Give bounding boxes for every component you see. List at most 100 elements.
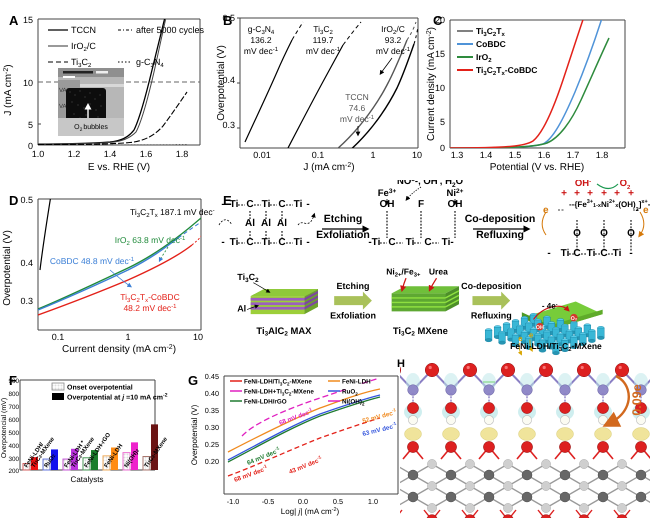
- svg-text:Ni2+: Ni2+: [447, 188, 464, 199]
- svg-text:Ti3C2Tx: Ti3C2Tx: [476, 26, 505, 38]
- svg-text:43 mV dec-1: 43 mV dec-1: [287, 454, 323, 476]
- svg-text:mV dec-1: mV dec-1: [244, 46, 279, 56]
- svg-text:CoBDC 48.8 mV dec-1: CoBDC 48.8 mV dec-1: [50, 256, 135, 266]
- svg-text:0.4: 0.4: [20, 258, 33, 268]
- svg-text:Ti3C2: Ti3C2: [71, 57, 92, 69]
- svg-text:Urea: Urea: [429, 267, 449, 277]
- svg-text:Ti3C2Tx-CoBDC: Ti3C2Tx-CoBDC: [476, 65, 537, 77]
- svg-text:+: +: [574, 188, 580, 199]
- svg-text:600: 600: [8, 417, 19, 424]
- svg-text:Ti: Ti: [230, 237, 239, 248]
- svg-text:Refluxing: Refluxing: [471, 311, 512, 321]
- svg-text:1.5: 1.5: [509, 150, 522, 160]
- svg-text:+: +: [614, 188, 620, 199]
- svg-text:Co-deposition: Co-deposition: [465, 213, 536, 225]
- svg-text:OH: OH: [380, 199, 395, 210]
- svg-text:48.2 mV dec-1: 48.2 mV dec-1: [123, 303, 177, 313]
- svg-text:Current density (mA cm-2): Current density (mA cm-2): [62, 344, 176, 355]
- svg-text:-: -: [547, 248, 550, 259]
- svg-text:Ti: Ti: [587, 248, 596, 259]
- svg-text:O₂: O₂: [571, 315, 578, 321]
- svg-text:Ni(OH)2: Ni(OH)2: [342, 398, 365, 406]
- svg-text:1.4: 1.4: [480, 150, 493, 160]
- svg-text:1.8: 1.8: [176, 149, 189, 159]
- svg-text:0.20: 0.20: [205, 457, 219, 466]
- svg-text:119.7: 119.7: [313, 35, 334, 45]
- svg-text:Overpotential at j =10 mA cm-2: Overpotential at j =10 mA cm-2: [67, 393, 168, 402]
- svg-text:-1.0: -1.0: [227, 497, 240, 506]
- svg-text:after 5000 cycles: after 5000 cycles: [136, 25, 205, 35]
- svg-text:Exfoliation: Exfoliation: [330, 311, 376, 321]
- svg-text:Ti: Ti: [613, 248, 622, 259]
- svg-text:Ti3C2Tx 187.1 mV dec-1: Ti3C2Tx 187.1 mV dec-1: [130, 207, 215, 219]
- svg-text:74.6: 74.6: [349, 103, 366, 113]
- svg-text:Ni2+/Fe3+: Ni2+/Fe3+: [386, 267, 420, 278]
- svg-text:mV dec-1: mV dec-1: [340, 114, 375, 124]
- svg-text:+: +: [561, 188, 567, 199]
- svg-text:0.1: 0.1: [312, 150, 325, 160]
- svg-text:300: 300: [8, 456, 19, 463]
- svg-text:e: e: [529, 330, 533, 339]
- svg-text:-0.5: -0.5: [262, 497, 275, 506]
- svg-text:1.0: 1.0: [32, 149, 45, 159]
- svg-text:+: +: [587, 188, 593, 199]
- svg-text:e: e: [543, 205, 549, 216]
- svg-text:Ti: Ti: [442, 237, 451, 248]
- svg-text:10: 10: [23, 78, 33, 88]
- svg-text:0.30: 0.30: [205, 423, 219, 432]
- svg-text:10: 10: [412, 150, 422, 160]
- svg-text:-: -: [221, 237, 224, 248]
- svg-text:1.8: 1.8: [596, 150, 609, 160]
- svg-text:g-C3N4: g-C3N4: [136, 57, 164, 69]
- svg-text:Ti: Ti: [372, 237, 381, 248]
- svg-text:VA: VA: [59, 87, 67, 94]
- svg-text:FeNi-LDH/rGO: FeNi-LDH/rGO: [244, 398, 287, 405]
- svg-text:--{Fe3+1-xNi2+x(OH)2]x+--: --{Fe3+1-xNi2+x(OH)2]x+--: [569, 199, 650, 213]
- svg-text:1.2: 1.2: [68, 149, 81, 159]
- svg-text:IrO2/C: IrO2/C: [71, 41, 96, 53]
- svg-text:0.09e: 0.09e: [630, 384, 644, 415]
- svg-text:Al: Al: [277, 218, 287, 229]
- svg-text:NO3-, OH-, H2O: NO3-, OH-, H2O: [397, 180, 463, 189]
- svg-text:FeNi-LDH+Ti3C2-MXene: FeNi-LDH+Ti3C2-MXene: [244, 388, 314, 396]
- svg-text:IrO2 63.8 mV dec-1: IrO2 63.8 mV dec-1: [115, 235, 186, 247]
- svg-text:C: C: [388, 237, 395, 248]
- svg-text:-: -: [306, 199, 309, 210]
- svg-text:- 4e-: - 4e-: [542, 302, 558, 311]
- svg-text:Catalysts: Catalysts: [71, 475, 104, 484]
- svg-text:Onset overpotential: Onset overpotential: [67, 384, 133, 392]
- svg-text:J (mA cm-2): J (mA cm-2): [303, 162, 354, 173]
- svg-text:Ti: Ti: [561, 248, 570, 259]
- svg-text:Ti: Ti: [294, 237, 303, 248]
- svg-text:Ti3AlC2 MAX: Ti3AlC2 MAX: [256, 326, 311, 338]
- svg-text:93.2: 93.2: [385, 35, 402, 45]
- svg-text:OH-: OH-: [575, 180, 591, 189]
- svg-text:Ti: Ti: [262, 199, 271, 210]
- svg-text:-: -: [306, 237, 309, 248]
- svg-text:CoBDC: CoBDC: [476, 39, 506, 49]
- svg-text:0: 0: [440, 143, 445, 153]
- svg-text:C: C: [424, 237, 431, 248]
- svg-text:0.5: 0.5: [333, 497, 343, 506]
- svg-text:1.6: 1.6: [538, 150, 551, 160]
- svg-text:Refluxing: Refluxing: [476, 229, 524, 241]
- svg-text:Exfoliation: Exfoliation: [316, 229, 370, 241]
- svg-text:Ti: Ti: [406, 237, 415, 248]
- svg-text:E vs. RHE (V): E vs. RHE (V): [88, 162, 150, 173]
- svg-text:Al: Al: [237, 304, 246, 314]
- svg-text:0.25: 0.25: [205, 440, 219, 449]
- svg-text:OH: OH: [536, 324, 544, 330]
- svg-text:Ti3C2 MXene: Ti3C2 MXene: [393, 326, 448, 338]
- svg-text:0.3: 0.3: [20, 296, 33, 306]
- svg-text:1: 1: [125, 332, 130, 342]
- svg-text:68 mV dec-1: 68 mV dec-1: [278, 406, 315, 427]
- svg-text:1.7: 1.7: [567, 150, 580, 160]
- svg-text:Fe3+: Fe3+: [378, 188, 397, 199]
- svg-text:1: 1: [370, 150, 375, 160]
- svg-text:Etching: Etching: [337, 282, 370, 292]
- svg-text:-: -: [368, 237, 371, 248]
- svg-text:C: C: [246, 199, 253, 210]
- svg-text:Ti: Ti: [294, 199, 303, 210]
- svg-text:Log| j| (mA cm-2): Log| j| (mA cm-2): [281, 507, 340, 516]
- svg-text:VA: VA: [59, 103, 67, 110]
